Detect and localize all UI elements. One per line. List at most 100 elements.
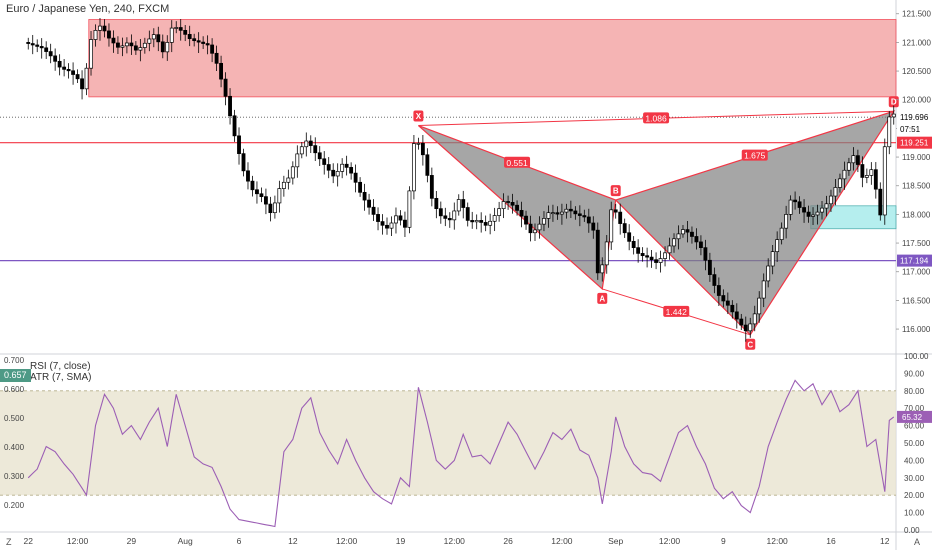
candle-body xyxy=(313,145,318,154)
rsi-line xyxy=(27,379,895,528)
candle xyxy=(470,211,475,229)
candle xyxy=(178,19,183,41)
rsi-tick-label: 20.00 xyxy=(904,491,925,500)
support-badge-text: 117.194 xyxy=(900,257,929,266)
candle xyxy=(398,210,403,226)
pattern-point-label: X xyxy=(416,112,422,121)
candle-body xyxy=(142,42,147,48)
rsi-value-text: 65.32 xyxy=(902,413,923,422)
candle xyxy=(645,247,650,268)
candle-body xyxy=(237,135,241,154)
candle xyxy=(573,206,578,220)
candle xyxy=(210,38,215,63)
price-tick-label: 119.000 xyxy=(902,153,931,162)
candle-body xyxy=(829,195,833,205)
candle xyxy=(429,167,434,207)
candle xyxy=(748,317,753,338)
time-tick-label: 22 xyxy=(24,536,34,546)
candle xyxy=(335,163,340,187)
candle xyxy=(111,30,116,53)
candle xyxy=(483,215,488,232)
candle-body xyxy=(681,229,685,235)
candle xyxy=(353,164,358,193)
rsi-tick-label: 40.00 xyxy=(904,456,925,465)
candle-body xyxy=(75,74,80,80)
candle xyxy=(187,25,192,47)
candle xyxy=(371,199,376,221)
candle xyxy=(120,37,125,57)
ratio-value: 0.551 xyxy=(506,158,528,168)
candle xyxy=(169,20,174,53)
candle-body xyxy=(295,153,300,168)
candle-body xyxy=(878,188,883,216)
ratio-label: 1.675 xyxy=(741,149,768,161)
candle xyxy=(129,34,134,55)
candle xyxy=(824,195,829,217)
candle-body xyxy=(80,78,84,90)
candle-body xyxy=(721,295,726,302)
candle xyxy=(452,202,457,230)
candle-body xyxy=(542,218,546,225)
candle-body xyxy=(255,189,259,195)
candle-body xyxy=(815,211,820,216)
candle xyxy=(770,245,775,275)
candle xyxy=(385,217,389,235)
candle-body xyxy=(317,152,322,160)
candle xyxy=(586,208,591,233)
candle-body xyxy=(833,187,838,197)
candle-body xyxy=(524,215,528,225)
candle xyxy=(622,218,627,238)
pattern-point-box xyxy=(888,96,899,108)
candle-body xyxy=(429,175,434,199)
candle-body xyxy=(385,224,389,229)
candle-body xyxy=(102,25,107,32)
ratio-label: 1.442 xyxy=(663,305,690,317)
candle-body xyxy=(461,199,466,208)
rsi-panel: 100.00 90.00 80.00 70.00 60.00 50.00 40.00 30.0… xyxy=(0,352,932,535)
candle xyxy=(815,204,820,225)
candle xyxy=(551,204,555,222)
pattern-point-label: C xyxy=(747,340,753,349)
candle-body xyxy=(586,216,591,224)
candle-body xyxy=(241,153,246,172)
candle xyxy=(788,195,793,221)
candle xyxy=(685,221,690,243)
candle xyxy=(497,201,502,222)
candle-body xyxy=(398,215,403,221)
candle-body xyxy=(707,259,712,275)
candle xyxy=(699,235,703,256)
candle xyxy=(618,203,623,235)
candle-body xyxy=(577,213,582,216)
candle-body xyxy=(779,227,784,240)
candle-body xyxy=(183,30,188,35)
time-axis: 22 12:00 29 Aug 6 12 12:00 19 12:00 26 12:00 Sep 12:… xyxy=(24,536,890,546)
rsi-tick-label: 70.00 xyxy=(904,404,925,413)
candle-body xyxy=(447,218,452,221)
resistance-badge-text: 119.251 xyxy=(900,139,929,148)
candle-body xyxy=(730,304,735,313)
candle-body xyxy=(797,201,802,208)
candle-body xyxy=(649,256,654,261)
atr-label: ATR (7, SMA) xyxy=(30,372,92,383)
candle-body xyxy=(555,212,560,215)
candle-body xyxy=(151,34,156,40)
candle xyxy=(407,186,412,234)
candle-body xyxy=(676,233,681,240)
candle-body xyxy=(456,199,461,212)
pattern-point-b: B xyxy=(610,185,621,197)
candle-body xyxy=(667,245,672,254)
candle xyxy=(264,188,268,215)
ratio-label: 1.086 xyxy=(643,112,670,124)
candle xyxy=(183,25,188,42)
candle xyxy=(317,146,322,166)
candle xyxy=(290,161,295,185)
time-tick-label: Sep xyxy=(608,536,623,546)
candle xyxy=(855,149,860,173)
candle-body xyxy=(591,222,596,231)
price-tick-label: 118.500 xyxy=(902,182,931,191)
candle-body xyxy=(712,274,717,286)
corner-label-right[interactable]: A xyxy=(914,537,921,547)
candle-body xyxy=(851,155,856,164)
